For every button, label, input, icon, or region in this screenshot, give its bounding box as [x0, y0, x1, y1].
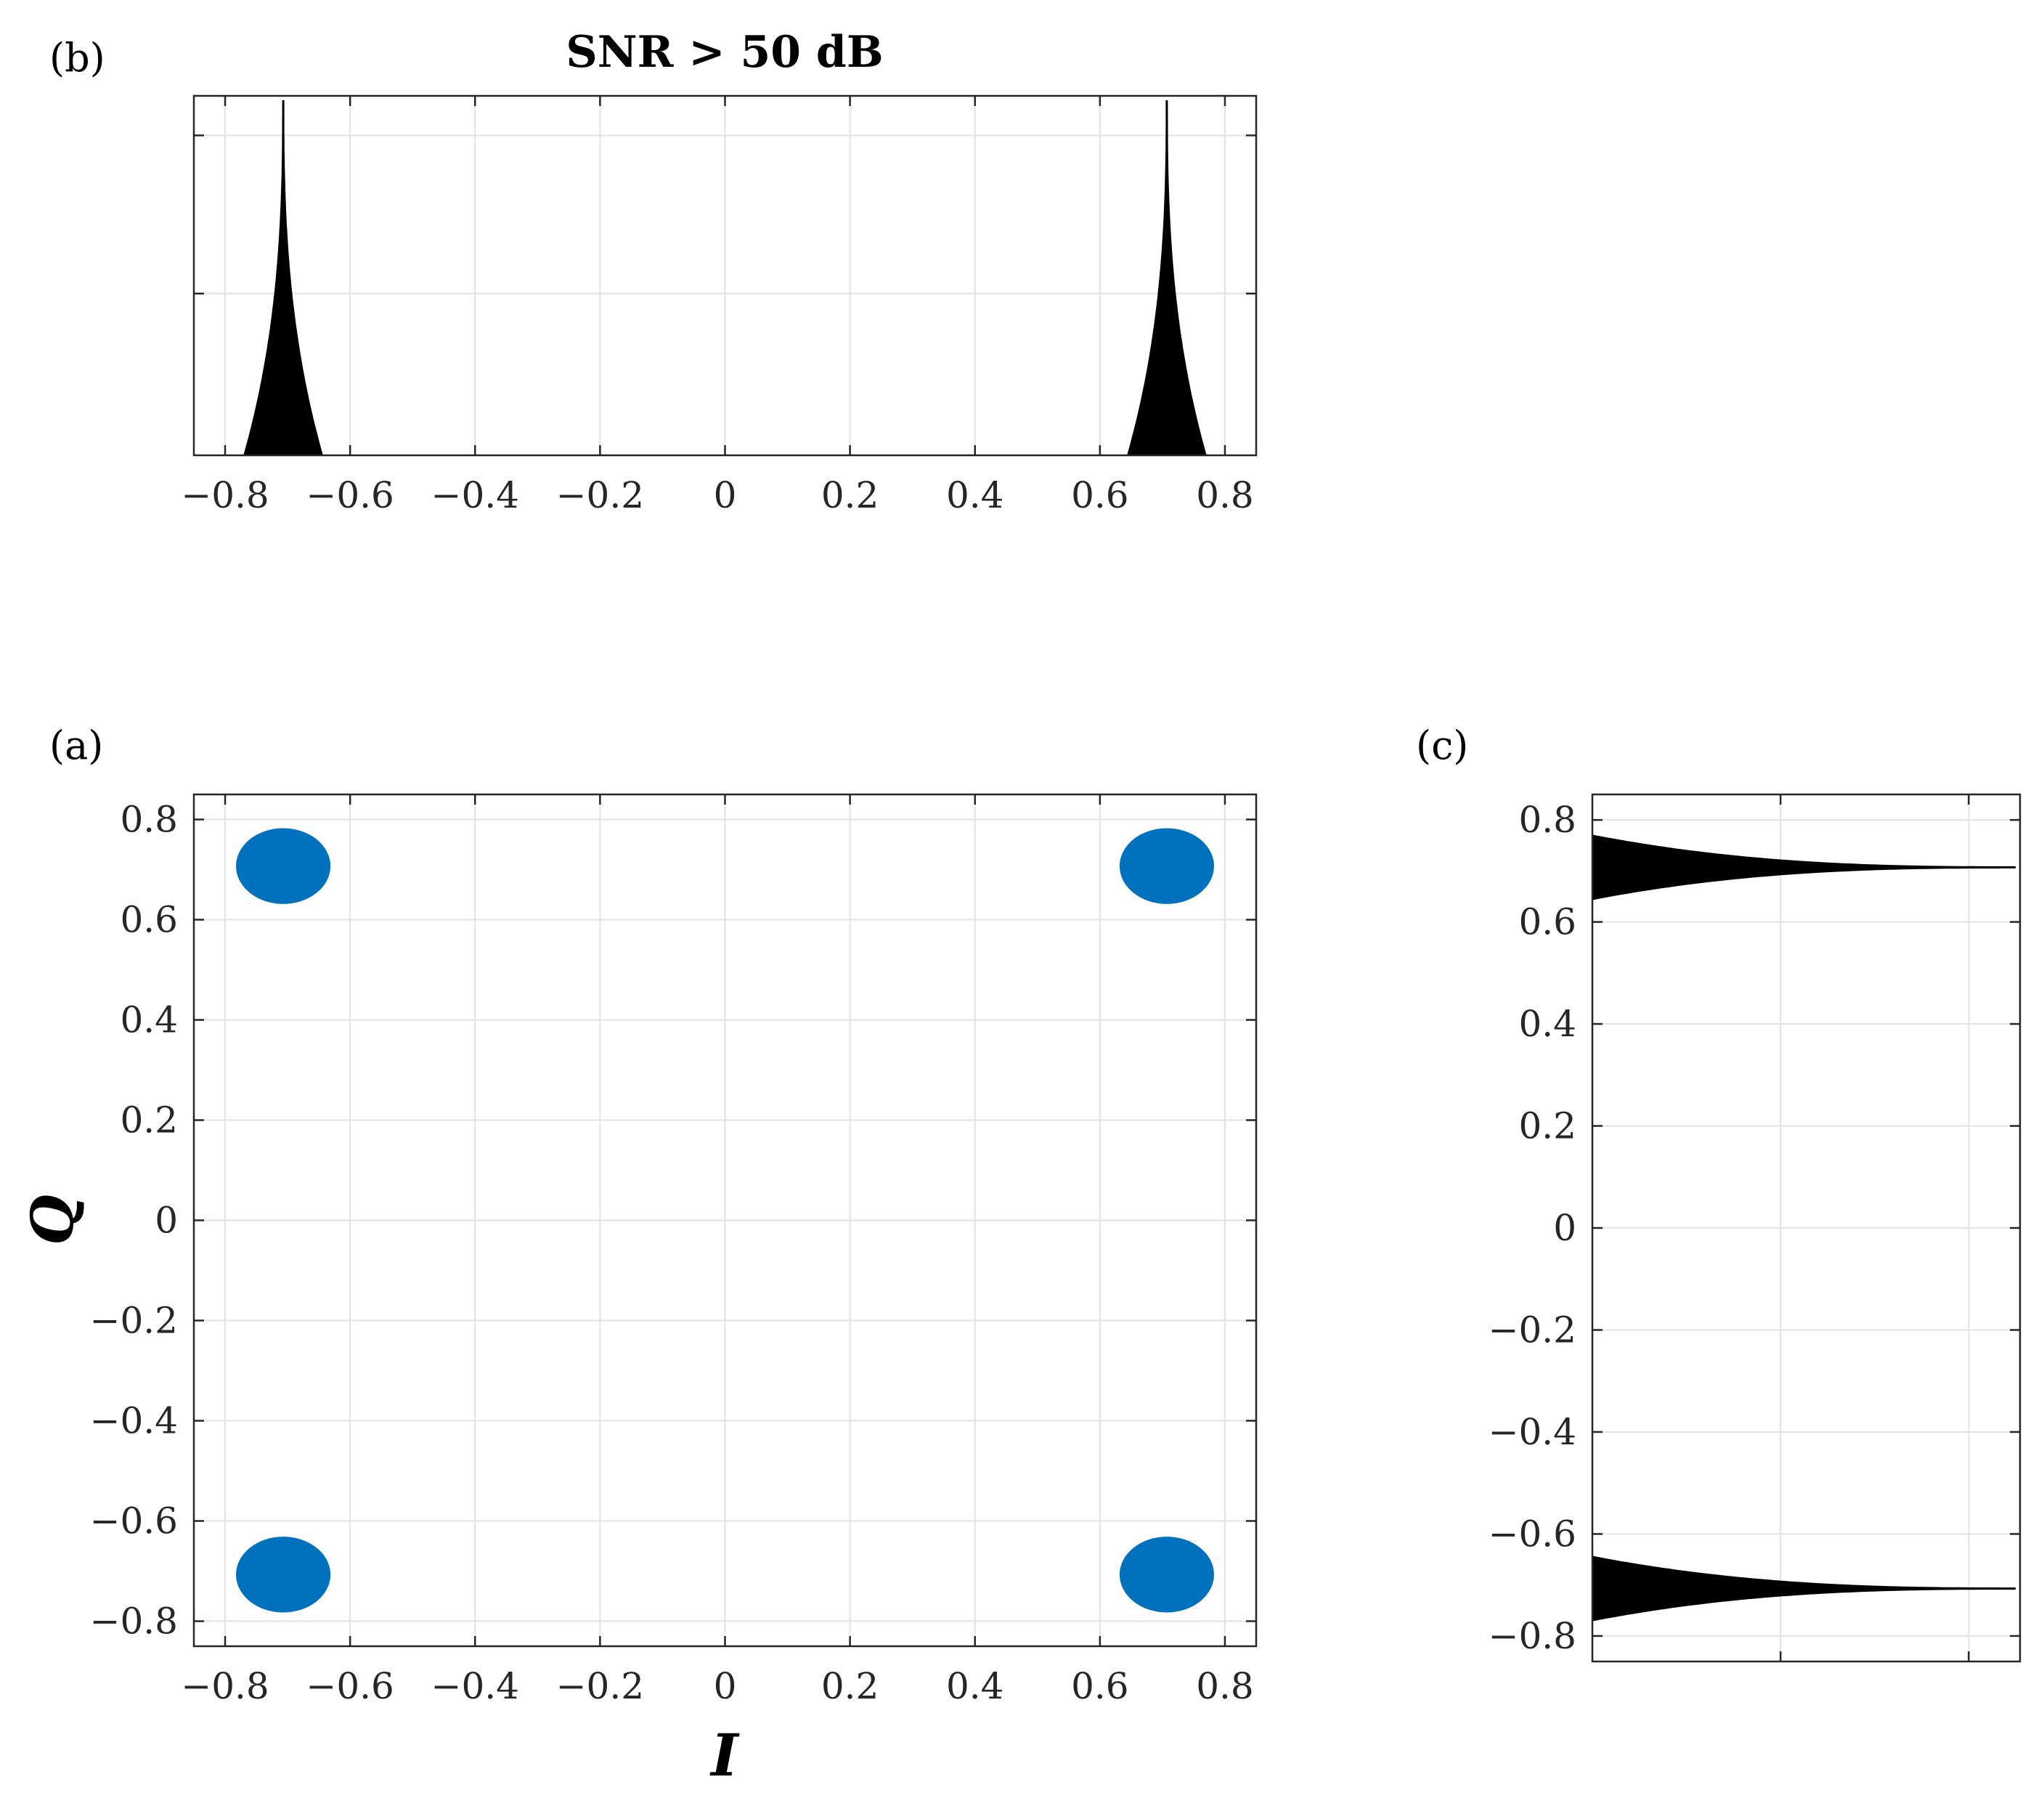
panel-c-ytick-label-1: 0.6	[1518, 901, 1576, 943]
panel-c-ytick-label-8: −0.8	[1489, 1615, 1576, 1657]
panel-a-xtick-label-6: 0.4	[946, 1665, 1004, 1707]
constellation-point-2	[236, 1537, 331, 1613]
panel-b-histogram-peak-0	[243, 100, 323, 455]
panel-a-xtick-label-5: 0.2	[821, 1665, 879, 1707]
panel-c-ytick-label-6: −0.4	[1489, 1411, 1576, 1453]
constellation-point-1	[1119, 828, 1214, 904]
panel-a-ylabel: Q	[18, 1195, 86, 1245]
panel-b-xtick-label-7: 0.6	[1071, 474, 1129, 516]
panel-c-ytick-label-0: 0.8	[1518, 799, 1576, 841]
panel-b-xtick-label-6: 0.4	[946, 474, 1004, 516]
panel-c-histogram-peak-1	[1592, 1555, 2016, 1622]
panel-b-histogram-peak-1	[1127, 100, 1207, 455]
panel-label-b: (b)	[49, 35, 105, 81]
panel-c-ytick-label-4: 0	[1553, 1207, 1576, 1249]
constellation-point-0	[236, 828, 331, 904]
panel-label-a: (a)	[49, 723, 103, 768]
panel-b-title: SNR > 50 dB	[566, 27, 883, 78]
panel-b-xtick-label-4: 0	[714, 474, 737, 516]
panel-a-xtick-label-2: −0.4	[431, 1665, 519, 1707]
panel-a-ytick-label-0: 0.8	[120, 799, 178, 841]
panel-label-c: (c)	[1416, 723, 1468, 768]
panel-a-xlabel: I	[709, 1721, 740, 1789]
panel-a-ytick-label-7: −0.6	[90, 1500, 178, 1542]
panel-b-xtick-label-1: −0.6	[306, 474, 394, 516]
panel-a-xtick-label-7: 0.6	[1071, 1665, 1129, 1707]
panel-a-ytick-label-5: −0.2	[90, 1300, 178, 1342]
panel-c-ytick-label-7: −0.6	[1489, 1513, 1576, 1555]
panel-a-plot: −0.8 −0.6 −0.4 −0.2 0 0.2 0.4 0.6 0.8 0.8 0.6 0.4 0.…	[90, 793, 1258, 1707]
panel-a-xtick-label-0: −0.8	[181, 1665, 269, 1707]
panel-c-ytick-label-2: 0.4	[1518, 1003, 1576, 1045]
panel-b-xtick-label-8: 0.8	[1196, 474, 1254, 516]
constellation-point-3	[1119, 1537, 1214, 1613]
panel-a-ytick-label-4: 0	[155, 1200, 178, 1242]
panel-a-ytick-label-8: −0.8	[90, 1600, 178, 1643]
panel-a-ytick-label-1: 0.6	[120, 899, 178, 941]
panel-b-xtick-label-0: −0.8	[181, 474, 269, 516]
panel-c-plot: 0.8 0.6 0.4 0.2 0 −0.2 −0.4 −0.6 −0.8	[1489, 793, 2021, 1663]
panel-b-xtick-label-2: −0.4	[431, 474, 519, 516]
panel-b-plot: −0.8 −0.6 −0.4 −0.2 0 0.2 0.4 0.6 0.8	[181, 94, 1258, 516]
panel-a-ytick-label-3: 0.2	[120, 1099, 178, 1142]
panel-b-xtick-label-5: 0.2	[821, 474, 879, 516]
panel-c-histogram-peak-0	[1592, 834, 2016, 900]
panel-a-ytick-label-6: −0.4	[90, 1400, 178, 1442]
panel-a-xtick-label-1: −0.6	[306, 1665, 394, 1707]
panel-b-xtick-label-3: −0.2	[556, 474, 644, 516]
panel-a-xtick-label-8: 0.8	[1196, 1665, 1254, 1707]
panel-a-ytick-label-2: 0.4	[120, 999, 178, 1041]
panel-a-xtick-label-4: 0	[714, 1665, 737, 1707]
panel-a-xtick-label-3: −0.2	[556, 1665, 644, 1707]
panel-c-ytick-label-3: 0.2	[1518, 1105, 1576, 1147]
panel-c-ytick-label-5: −0.2	[1489, 1309, 1576, 1351]
